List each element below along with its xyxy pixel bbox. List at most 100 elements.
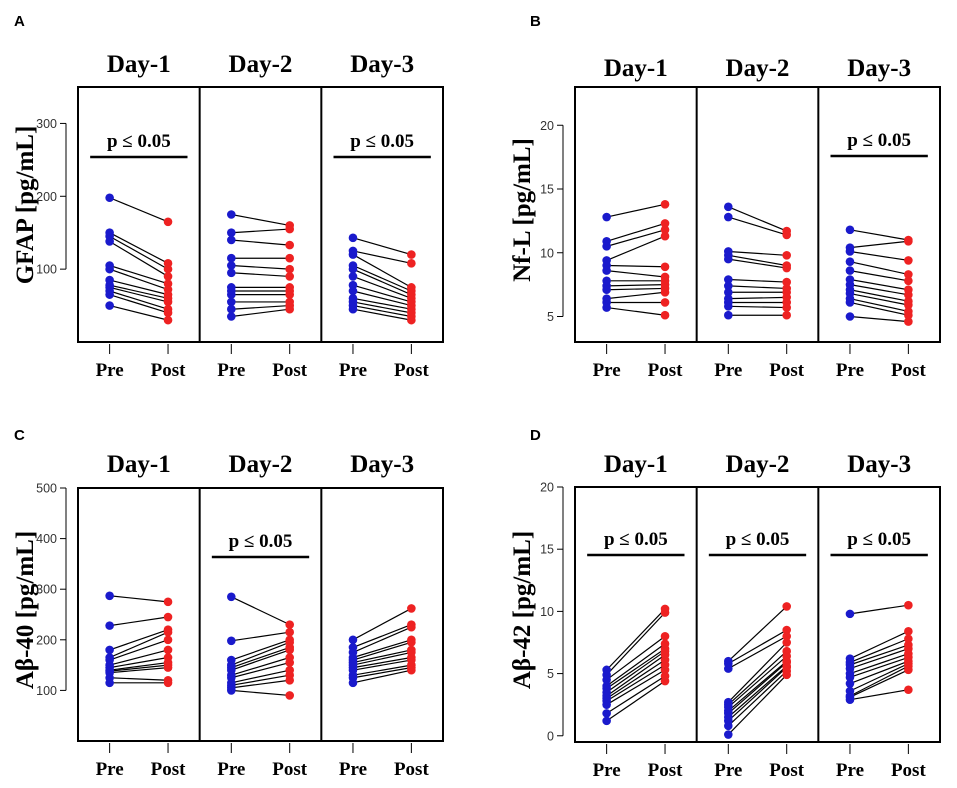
pair-line xyxy=(606,612,666,676)
significance-label: p ≤ 0.05 xyxy=(847,529,911,550)
pair-line xyxy=(849,240,909,249)
x-tick-label: Post xyxy=(891,360,927,381)
pre-point xyxy=(227,312,236,321)
post-point xyxy=(407,622,416,632)
post-point xyxy=(660,298,670,307)
pair-line xyxy=(109,240,169,277)
post-point xyxy=(660,219,670,228)
pre-point xyxy=(724,281,733,291)
post-point xyxy=(782,631,791,641)
post-point xyxy=(660,608,670,617)
pair-line xyxy=(606,680,666,722)
pair-line xyxy=(728,635,787,670)
post-point xyxy=(285,224,295,234)
pair-line xyxy=(728,278,787,283)
pair-line xyxy=(352,656,412,669)
post-point xyxy=(407,604,416,613)
pair-line xyxy=(231,649,290,671)
pre-point xyxy=(724,212,733,222)
pair-line xyxy=(352,639,412,659)
post-point xyxy=(163,315,173,325)
post-point xyxy=(660,231,670,241)
panel-letter: B xyxy=(530,13,541,30)
day-title: Day-1 xyxy=(604,451,668,478)
day-title: Day-2 xyxy=(229,51,293,78)
pre-point xyxy=(602,303,611,312)
y-tick-label: 5 xyxy=(547,310,554,324)
y-tick-label: 15 xyxy=(540,543,554,557)
pair-line xyxy=(352,669,412,684)
pair-line xyxy=(352,651,412,666)
significance-label: p ≤ 0.05 xyxy=(107,131,171,152)
pre-point xyxy=(227,253,236,263)
post-point xyxy=(407,259,416,268)
pair-line xyxy=(606,229,666,247)
post-point xyxy=(782,625,791,635)
pre-point xyxy=(105,290,114,299)
pair-line xyxy=(606,664,666,702)
pre-point xyxy=(724,287,733,297)
day-title: Day-2 xyxy=(726,451,790,478)
post-point xyxy=(285,620,295,629)
y-tick-label: 0 xyxy=(547,729,554,743)
pre-point xyxy=(227,290,236,299)
y-axis-label: Aβ-42 [pg/mL] xyxy=(509,531,536,689)
pre-point xyxy=(602,675,611,685)
pair-line xyxy=(109,639,169,661)
post-point xyxy=(782,277,791,287)
pair-line xyxy=(352,237,412,256)
pair-line xyxy=(109,232,169,264)
significance-label: p ≤ 0.05 xyxy=(847,130,911,151)
pair-line xyxy=(728,250,787,256)
panel-letter: C xyxy=(14,427,25,444)
post-point xyxy=(407,315,416,325)
pre-point xyxy=(348,272,358,281)
pair-line xyxy=(352,659,412,671)
post-point xyxy=(660,287,670,297)
x-tick-label: Pre xyxy=(96,360,124,381)
pre-point xyxy=(348,286,358,296)
post-point xyxy=(904,236,913,246)
pair-line xyxy=(849,644,909,666)
pre-point xyxy=(105,237,114,246)
pair-line xyxy=(606,222,666,242)
post-point xyxy=(285,240,295,250)
pair-line xyxy=(849,229,909,241)
panel-b: B Nf-L [pg/mL] 5 10 15 20 Day-1 Pre Post Day-2 Pre… xyxy=(509,13,941,381)
pre-point xyxy=(724,254,733,264)
pair-line xyxy=(231,641,290,666)
pre-point xyxy=(845,298,855,307)
pair-line xyxy=(231,679,290,689)
post-point xyxy=(163,645,173,655)
post-point xyxy=(904,270,913,279)
pre-point xyxy=(227,235,236,245)
panel-letter: A xyxy=(14,13,25,30)
post-point xyxy=(904,300,913,310)
post-point xyxy=(163,627,173,637)
pre-point xyxy=(227,210,236,219)
post-point xyxy=(782,638,791,647)
pair-line xyxy=(849,653,909,675)
day-title: Day-1 xyxy=(107,451,171,478)
day-title: Day-2 xyxy=(229,451,293,478)
day-group: Day-3 Pre Post xyxy=(320,451,429,780)
y-tick-label: 10 xyxy=(540,605,554,619)
pre-point xyxy=(227,228,236,238)
post-point xyxy=(163,597,173,607)
pre-point xyxy=(227,636,236,646)
day-title: Day-3 xyxy=(847,55,911,82)
panel-c: C Aβ-40 [pg/mL]100 200 300 400 500 Day-1 Pre Pos… xyxy=(12,427,444,780)
pre-point xyxy=(602,212,611,222)
pair-line xyxy=(728,254,787,267)
post-point xyxy=(904,626,913,636)
y-tick-label: 20 xyxy=(540,119,554,133)
y-tick-label: 300 xyxy=(36,583,57,597)
pair-line xyxy=(728,305,787,309)
pair-line xyxy=(109,677,169,681)
pre-point xyxy=(845,695,855,705)
pre-point xyxy=(845,266,855,275)
day-title: Day-3 xyxy=(350,451,414,478)
pre-point xyxy=(348,635,358,645)
pair-line xyxy=(849,298,909,312)
post-point xyxy=(904,634,913,644)
